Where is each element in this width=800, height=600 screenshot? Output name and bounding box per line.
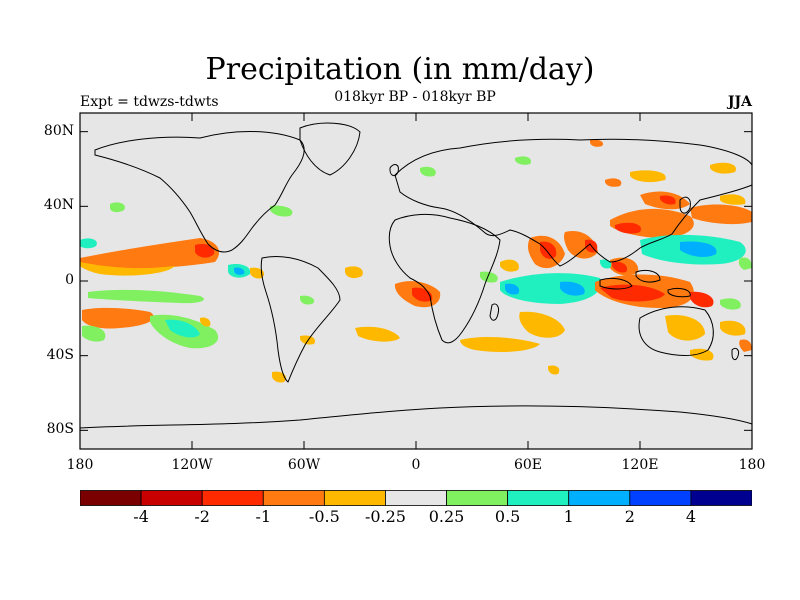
colorbar-swatch xyxy=(507,490,570,506)
colorbar-swatch xyxy=(629,490,692,506)
coastlines xyxy=(79,122,753,429)
x-tick-label: 60E xyxy=(513,457,543,473)
colorbar-label: 0.25 xyxy=(428,507,465,526)
season-label: JJA xyxy=(727,94,752,110)
x-tick-label: 60W xyxy=(287,457,321,473)
chart-subtitle: 018kyr BP - 018kyr BP xyxy=(334,89,496,105)
colorbar-label: 0.5 xyxy=(494,507,521,526)
colorbar-label: -1 xyxy=(255,507,272,526)
colorbar-swatch xyxy=(140,490,203,506)
x-tick-label: 0 xyxy=(411,457,421,473)
colorbar-swatch xyxy=(385,490,447,506)
colorbar-label: -0.5 xyxy=(308,507,340,526)
y-tick-label: 40N xyxy=(43,197,74,214)
colorbar-label: 1 xyxy=(563,507,574,526)
colorbar-swatch xyxy=(690,490,752,506)
experiment-label: Expt = tdwzs-tdwts xyxy=(80,94,219,110)
colorbar-swatch xyxy=(80,490,142,506)
colorbar-label: -2 xyxy=(194,507,210,526)
colorbar-swatch xyxy=(568,490,631,506)
x-tick-label: 120W xyxy=(171,457,213,473)
x-tick-label: 120E xyxy=(621,457,659,473)
x-tick-label: 180 xyxy=(66,457,94,473)
colorbar-swatch xyxy=(323,490,386,506)
x-tick-label: 180 xyxy=(738,457,766,473)
colorbar-label: -0.25 xyxy=(364,507,406,526)
colorbar-swatch xyxy=(446,490,509,506)
y-tick-label: 0 xyxy=(65,272,74,288)
colorbar-swatch xyxy=(201,490,264,506)
colorbar-label: 4 xyxy=(685,507,696,526)
colorbar-swatch xyxy=(262,490,325,506)
y-tick-label: 80S xyxy=(46,421,74,438)
colorbar-label: 2 xyxy=(624,507,635,526)
chart-title: Precipitation (in mm/day) xyxy=(205,52,595,87)
y-tick-label: 40S xyxy=(46,346,74,363)
colorbar-label: -4 xyxy=(133,507,149,526)
axis-ticks xyxy=(79,113,753,449)
colorbar xyxy=(80,490,752,506)
y-tick-label: 80N xyxy=(43,122,74,139)
precipitation-anomaly-layer xyxy=(80,139,752,383)
